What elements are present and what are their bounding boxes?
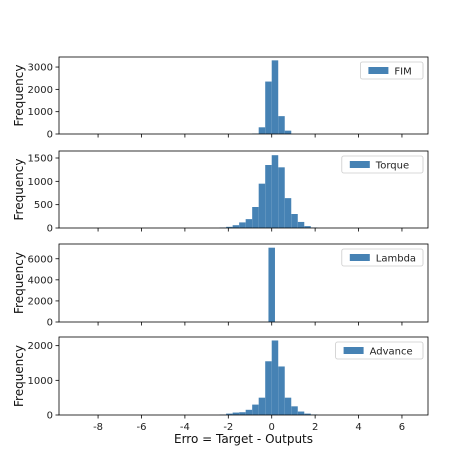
- y-tick-label: 0: [47, 224, 53, 235]
- histogram-bar: [245, 219, 253, 228]
- histogram-bar: [252, 207, 259, 228]
- y-tick-label: 1500: [28, 154, 53, 165]
- legend-box: [359, 61, 424, 80]
- y-axis-label: Frequency: [12, 159, 26, 221]
- y-tick-label: 0: [47, 318, 53, 329]
- y-tick-label: 6000: [28, 254, 53, 265]
- histogram-bar: [226, 226, 233, 228]
- legend-swatch: [343, 347, 364, 354]
- histogram-bar: [258, 127, 266, 134]
- legend-label: Advance: [370, 347, 413, 358]
- histogram-bar: [278, 167, 285, 228]
- histogram-bar: [284, 397, 292, 415]
- legend-label: Lambda: [376, 254, 416, 265]
- axes-frame: [58, 150, 429, 229]
- histogram-bar: [284, 130, 292, 134]
- histogram-bar: [265, 81, 272, 134]
- y-axis-label: Frequency: [12, 252, 26, 314]
- legend: Lambda: [341, 248, 424, 267]
- legend: Advance: [335, 341, 424, 360]
- histogram-bar: [297, 221, 305, 228]
- legend: Torque: [341, 155, 424, 174]
- y-tick-label: 2000: [28, 341, 53, 352]
- histogram-bar: [291, 214, 298, 228]
- axes-frame: [58, 56, 429, 135]
- histogram-bar: [297, 411, 305, 415]
- histogram-bar: [265, 165, 272, 228]
- histogram-bar: [268, 247, 275, 322]
- histogram-bar: [271, 155, 279, 228]
- y-tick-label: 0: [47, 130, 53, 141]
- x-tick-label: -8: [93, 422, 103, 433]
- histogram-bar: [226, 413, 233, 415]
- legend-box: [341, 248, 424, 267]
- y-tick-label: 1000: [28, 107, 53, 118]
- y-tick-label: 2000: [28, 296, 53, 307]
- x-tick-label: 2: [312, 422, 318, 433]
- x-tick-label: 6: [399, 422, 405, 433]
- legend-label: FIM: [394, 67, 411, 78]
- histogram-bar: [245, 409, 253, 415]
- y-tick-label: 500: [34, 200, 53, 211]
- histogram-bar: [258, 183, 266, 228]
- y-axis-label: Frequency: [12, 65, 26, 127]
- legend-swatch: [349, 254, 370, 261]
- x-tick-label: -6: [136, 422, 146, 433]
- histogram-bar: [239, 412, 246, 415]
- legend-label: Torque: [375, 161, 409, 172]
- legend-swatch: [349, 161, 370, 168]
- histogram-bar: [239, 222, 246, 228]
- histogram-bar: [291, 406, 298, 415]
- y-tick-label: 1000: [28, 376, 53, 387]
- histogram-bar: [252, 404, 259, 415]
- x-tick-label: -4: [180, 422, 190, 433]
- y-axis-label: Frequency: [12, 345, 26, 407]
- histogram-bar: [278, 366, 285, 415]
- y-tick-label: 4000: [28, 275, 53, 286]
- x-axis-label: Erro = Target - Outputs: [174, 432, 313, 446]
- x-tick-label: 0: [269, 422, 275, 433]
- histogram-bar: [304, 413, 311, 415]
- y-tick-label: 1000: [28, 177, 53, 188]
- histogram-bar: [232, 225, 240, 228]
- x-tick-label: 4: [355, 422, 361, 433]
- x-tick-label: -2: [223, 422, 233, 433]
- legend: FIM: [359, 61, 424, 80]
- histogram-bar: [271, 60, 279, 134]
- y-tick-label: 3000: [28, 63, 53, 74]
- histogram-bar: [304, 226, 311, 228]
- y-tick-label: 0: [47, 411, 53, 422]
- axes-frame: [58, 336, 429, 416]
- legend-swatch: [368, 67, 389, 74]
- histogram-bar: [265, 361, 272, 415]
- histogram-bar: [278, 116, 285, 134]
- histogram-bar: [284, 198, 292, 228]
- y-tick-label: 2000: [28, 85, 53, 96]
- legend-box: [335, 341, 424, 360]
- panel-advance: 0 1000 2000 -8 -6 -4 -2 0 2 4 6 Frequency Advance: [12, 336, 429, 433]
- histogram-bar: [271, 340, 279, 415]
- histogram-bar: [258, 397, 266, 415]
- axes-frame: [58, 243, 429, 323]
- legend-box: [341, 155, 424, 174]
- histogram-bar: [232, 412, 240, 415]
